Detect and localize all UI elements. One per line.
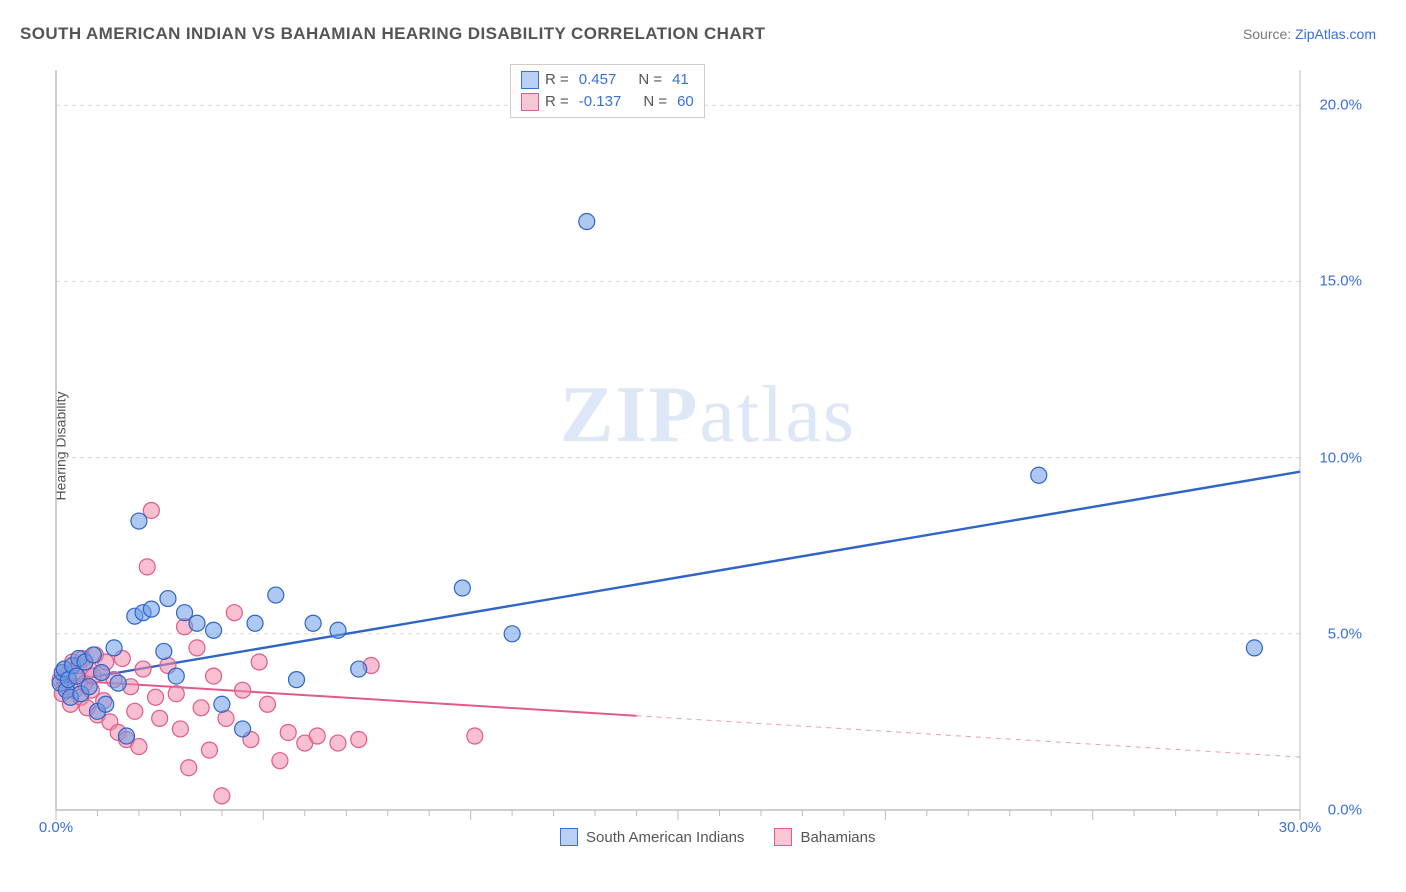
chart-container: SOUTH AMERICAN INDIAN VS BAHAMIAN HEARIN… [0, 0, 1406, 892]
x-tick-label: 30.0% [1279, 819, 1322, 836]
chart-svg [50, 60, 1370, 840]
series-label-pink: Bahamians [800, 829, 875, 846]
legend-correlation: R = 0.457 N = 41 R = -0.137 N = 60 [510, 64, 705, 118]
legend-series: South American Indians Bahamians [560, 828, 875, 846]
n-value-blue: 41 [672, 69, 689, 91]
n-label: N = [643, 91, 667, 113]
y-tick-label: 0.0% [1328, 802, 1362, 819]
y-tick-label: 15.0% [1319, 273, 1362, 290]
legend-row-blue: R = 0.457 N = 41 [521, 69, 694, 91]
y-tick-label: 5.0% [1328, 625, 1362, 642]
x-tick-label: 0.0% [39, 819, 73, 836]
r-value-pink: -0.137 [579, 91, 622, 113]
n-label: N = [638, 69, 662, 91]
n-value-pink: 60 [677, 91, 694, 113]
r-label: R = [545, 69, 569, 91]
legend-item-blue: South American Indians [560, 828, 744, 846]
source-prefix: Source: [1243, 26, 1295, 42]
series-label-blue: South American Indians [586, 829, 744, 846]
chart-title: SOUTH AMERICAN INDIAN VS BAHAMIAN HEARIN… [20, 24, 765, 44]
r-label: R = [545, 91, 569, 113]
y-tick-label: 10.0% [1319, 449, 1362, 466]
r-value-blue: 0.457 [579, 69, 617, 91]
swatch-pink [774, 828, 792, 846]
legend-row-pink: R = -0.137 N = 60 [521, 91, 694, 113]
legend-item-pink: Bahamians [774, 828, 875, 846]
swatch-blue [521, 71, 539, 89]
swatch-pink [521, 93, 539, 111]
swatch-blue [560, 828, 578, 846]
source-credit: Source: ZipAtlas.com [1243, 26, 1376, 42]
source-link[interactable]: ZipAtlas.com [1295, 26, 1376, 42]
plot-area: ZIPatlas R = 0.457 N = 41 R = -0.137 N =… [50, 60, 1370, 840]
y-tick-label: 20.0% [1319, 97, 1362, 114]
